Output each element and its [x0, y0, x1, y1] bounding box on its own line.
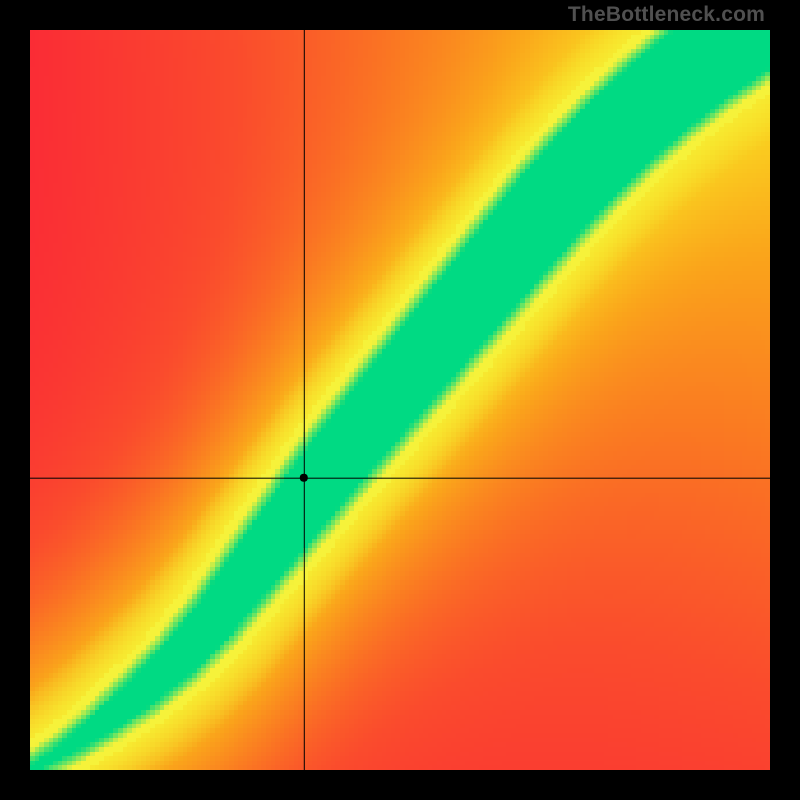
watermark-text: TheBottleneck.com — [568, 3, 765, 27]
heatmap-canvas — [30, 30, 770, 770]
heatmap-plot — [30, 30, 770, 770]
chart-container: TheBottleneck.com — [0, 0, 800, 800]
